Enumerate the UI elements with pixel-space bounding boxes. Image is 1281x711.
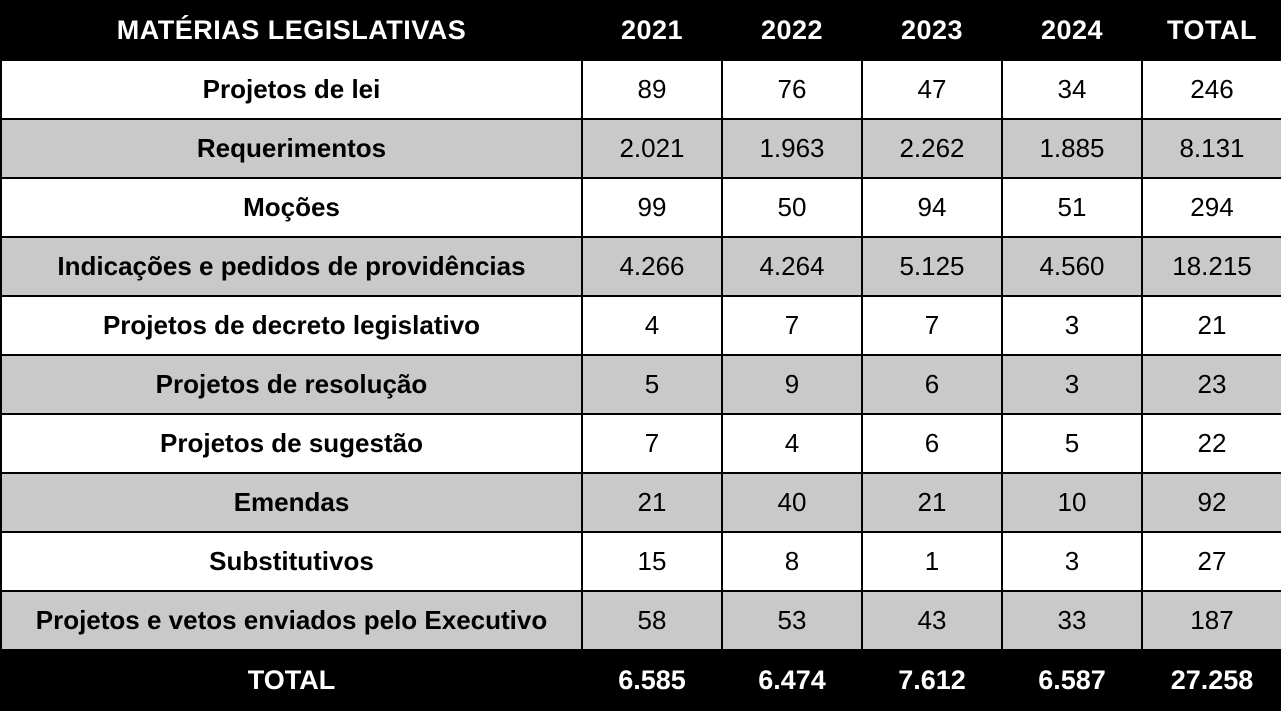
cell-value: 1.885: [1001, 118, 1143, 179]
column-header-2021: 2021: [581, 0, 723, 61]
header-row: MATÉRIAS LEGISLATIVAS 2021 2022 2023 202…: [0, 0, 1281, 61]
row-label: Projetos de sugestão: [0, 413, 583, 474]
row-label: Substitutivos: [0, 531, 583, 592]
cell-value: 7: [721, 295, 863, 356]
column-header-2023: 2023: [861, 0, 1003, 61]
cell-value: 21: [861, 472, 1003, 533]
cell-value: 22: [1141, 413, 1281, 474]
table-row-executivo: Projetos e vetos enviados pelo Executivo…: [0, 590, 1281, 651]
cell-value: 246: [1141, 59, 1281, 120]
column-header-2022: 2022: [721, 0, 863, 61]
cell-value: 34: [1001, 59, 1143, 120]
cell-value: 27: [1141, 531, 1281, 592]
total-row: TOTAL 6.585 6.474 7.612 6.587 27.258: [0, 649, 1281, 711]
row-label: Emendas: [0, 472, 583, 533]
cell-value: 43: [861, 590, 1003, 651]
row-label: Projetos de resolução: [0, 354, 583, 415]
table-header: MATÉRIAS LEGISLATIVAS 2021 2022 2023 202…: [0, 0, 1281, 61]
cell-value: 94: [861, 177, 1003, 238]
cell-value: 1: [861, 531, 1003, 592]
cell-value: 23: [1141, 354, 1281, 415]
cell-value: 9: [721, 354, 863, 415]
cell-value: 10: [1001, 472, 1143, 533]
cell-value: 2.021: [581, 118, 723, 179]
table-footer: TOTAL 6.585 6.474 7.612 6.587 27.258: [0, 649, 1281, 711]
row-label: Requerimentos: [0, 118, 583, 179]
cell-value: 51: [1001, 177, 1143, 238]
cell-value: 33: [1001, 590, 1143, 651]
cell-value: 92: [1141, 472, 1281, 533]
column-header-total: TOTAL: [1141, 0, 1281, 61]
table-row-emendas: Emendas 21 40 21 10 92: [0, 472, 1281, 533]
total-cell-2022: 6.474: [721, 649, 863, 711]
table-row-resolucao: Projetos de resolução 5 9 6 3 23: [0, 354, 1281, 415]
cell-value: 40: [721, 472, 863, 533]
cell-value: 5: [581, 354, 723, 415]
cell-value: 50: [721, 177, 863, 238]
total-row-label: TOTAL: [0, 649, 583, 711]
cell-value: 3: [1001, 354, 1143, 415]
cell-value: 294: [1141, 177, 1281, 238]
column-header-2024: 2024: [1001, 0, 1143, 61]
cell-value: 47: [861, 59, 1003, 120]
table-row-projetos-de-lei: Projetos de lei 89 76 47 34 246: [0, 59, 1281, 120]
cell-value: 58: [581, 590, 723, 651]
cell-value: 7: [581, 413, 723, 474]
row-label: Projetos de lei: [0, 59, 583, 120]
cell-value: 3: [1001, 295, 1143, 356]
cell-value: 5: [1001, 413, 1143, 474]
table-row-mocoes: Moções 99 50 94 51 294: [0, 177, 1281, 238]
cell-value: 1.963: [721, 118, 863, 179]
cell-value: 3: [1001, 531, 1143, 592]
cell-value: 99: [581, 177, 723, 238]
cell-value: 21: [581, 472, 723, 533]
cell-value: 4: [721, 413, 863, 474]
cell-value: 4: [581, 295, 723, 356]
total-cell-2021: 6.585: [581, 649, 723, 711]
table-row-decreto-legislativo: Projetos de decreto legislativo 4 7 7 3 …: [0, 295, 1281, 356]
cell-value: 4.560: [1001, 236, 1143, 297]
cell-value: 18.215: [1141, 236, 1281, 297]
cell-value: 53: [721, 590, 863, 651]
table-row-sugestao: Projetos de sugestão 7 4 6 5 22: [0, 413, 1281, 474]
cell-value: 4.266: [581, 236, 723, 297]
cell-value: 5.125: [861, 236, 1003, 297]
table-row-indicacoes: Indicações e pedidos de providências 4.2…: [0, 236, 1281, 297]
cell-value: 89: [581, 59, 723, 120]
total-cell-2024: 6.587: [1001, 649, 1143, 711]
row-label: Projetos e vetos enviados pelo Executivo: [0, 590, 583, 651]
cell-value: 7: [861, 295, 1003, 356]
cell-value: 4.264: [721, 236, 863, 297]
cell-value: 187: [1141, 590, 1281, 651]
row-label: Moções: [0, 177, 583, 238]
cell-value: 6: [861, 413, 1003, 474]
row-label: Projetos de decreto legislativo: [0, 295, 583, 356]
cell-value: 8.131: [1141, 118, 1281, 179]
table-row-requerimentos: Requerimentos 2.021 1.963 2.262 1.885 8.…: [0, 118, 1281, 179]
column-header-materias: MATÉRIAS LEGISLATIVAS: [0, 0, 583, 61]
total-cell-total: 27.258: [1141, 649, 1281, 711]
cell-value: 21: [1141, 295, 1281, 356]
total-cell-2023: 7.612: [861, 649, 1003, 711]
row-label: Indicações e pedidos de providências: [0, 236, 583, 297]
cell-value: 6: [861, 354, 1003, 415]
cell-value: 2.262: [861, 118, 1003, 179]
cell-value: 15: [581, 531, 723, 592]
table-row-substitutivos: Substitutivos 15 8 1 3 27: [0, 531, 1281, 592]
cell-value: 76: [721, 59, 863, 120]
table-body: Projetos de lei 89 76 47 34 246 Requerim…: [0, 59, 1281, 651]
cell-value: 8: [721, 531, 863, 592]
